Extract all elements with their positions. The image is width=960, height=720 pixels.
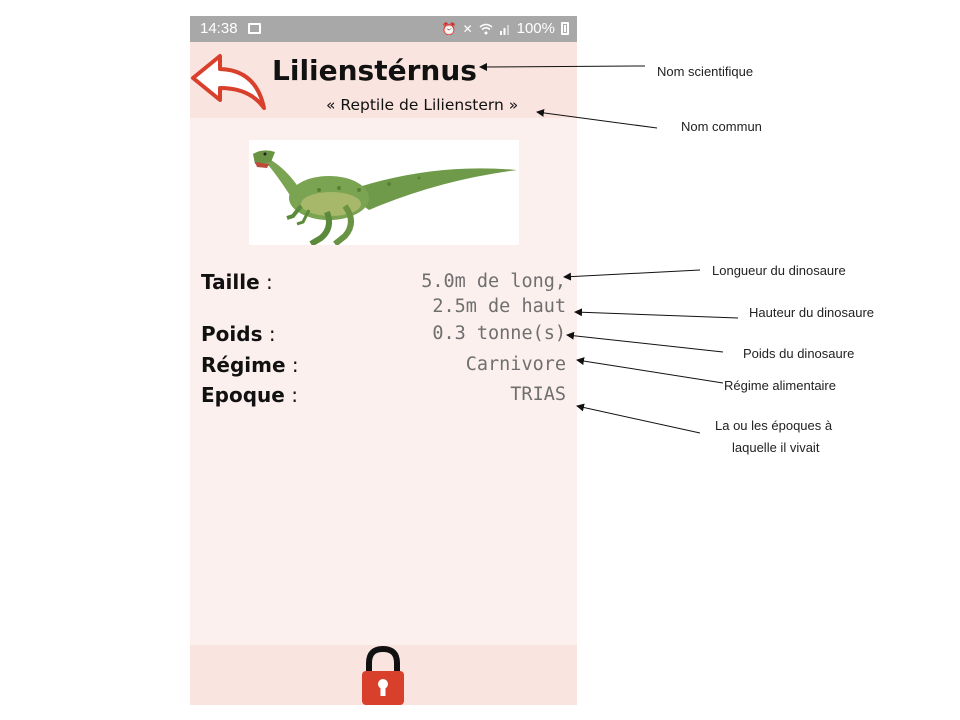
annotation-common-name: Nom commun [681,119,762,134]
common-name: « Reptile de Lilienstern » [326,96,519,114]
size-separator: : [259,270,273,294]
scientific-name: Lilienstérnus [272,54,477,87]
arrow-weight [566,331,724,353]
battery-percent: 100% [516,20,555,37]
dinosaur-illustration [253,150,517,247]
annotation-diet: Régime alimentaire [724,378,836,393]
era-label: Epoque : [201,383,298,407]
arrow-era [576,403,701,434]
signal-icon [499,24,509,35]
arrow-length [563,269,701,281]
lock-icon [362,645,404,705]
back-arrow-icon [191,54,266,110]
diet-label: Régime : [201,353,299,377]
status-icons: ⏰ ✕ 100% [442,20,569,37]
weight-label: Poids : [201,322,276,346]
image-icon [248,23,261,34]
diet-separator: : [285,353,299,377]
size-label: Taille : [201,270,273,294]
diet-value: Carnivore [465,354,566,375]
annotation-era-line2: laquelle il vivait [732,440,820,455]
footer-bar [190,645,577,705]
arrow-diet [576,357,724,384]
arrow-height [574,308,739,319]
annotation-weight: Poids du dinosaure [743,346,855,361]
length-value: 5.0m de long, [421,271,566,292]
weight-value: 0.3 tonne(s) [432,323,566,344]
phone-screen: 14:38 ⏰ ✕ 100% Lilienstérnus « [190,16,577,705]
header: Lilienstérnus « Reptile de Lilienstern » [190,42,577,118]
era-value: TRIAS [510,384,566,405]
diet-label-text: Régime [201,353,286,377]
back-button[interactable] [190,50,270,114]
wifi-icon [479,23,493,34]
era-label-text: Epoque [201,383,285,407]
weight-label-text: Poids [201,322,263,346]
era-separator: : [284,383,298,407]
mute-vibrate-icon: ✕ [462,21,473,36]
size-label-text: Taille [201,270,260,294]
annotation-length: Longueur du dinosaure [712,263,846,278]
annotation-era-line1: La ou les époques à [715,418,833,433]
weight-separator: : [262,322,276,346]
dinosaur-image [249,140,519,247]
annotation-scientific-name: Nom scientifique [657,64,754,79]
battery-icon [561,22,569,35]
alarm-icon: ⏰ [441,21,457,36]
lock-button[interactable] [360,645,406,705]
annotation-height: Hauteur du dinosaure [749,305,875,320]
height-value: 2.5m de haut [432,296,566,317]
status-bar: 14:38 ⏰ ✕ 100% [190,16,577,42]
status-time: 14:38 [200,20,238,37]
